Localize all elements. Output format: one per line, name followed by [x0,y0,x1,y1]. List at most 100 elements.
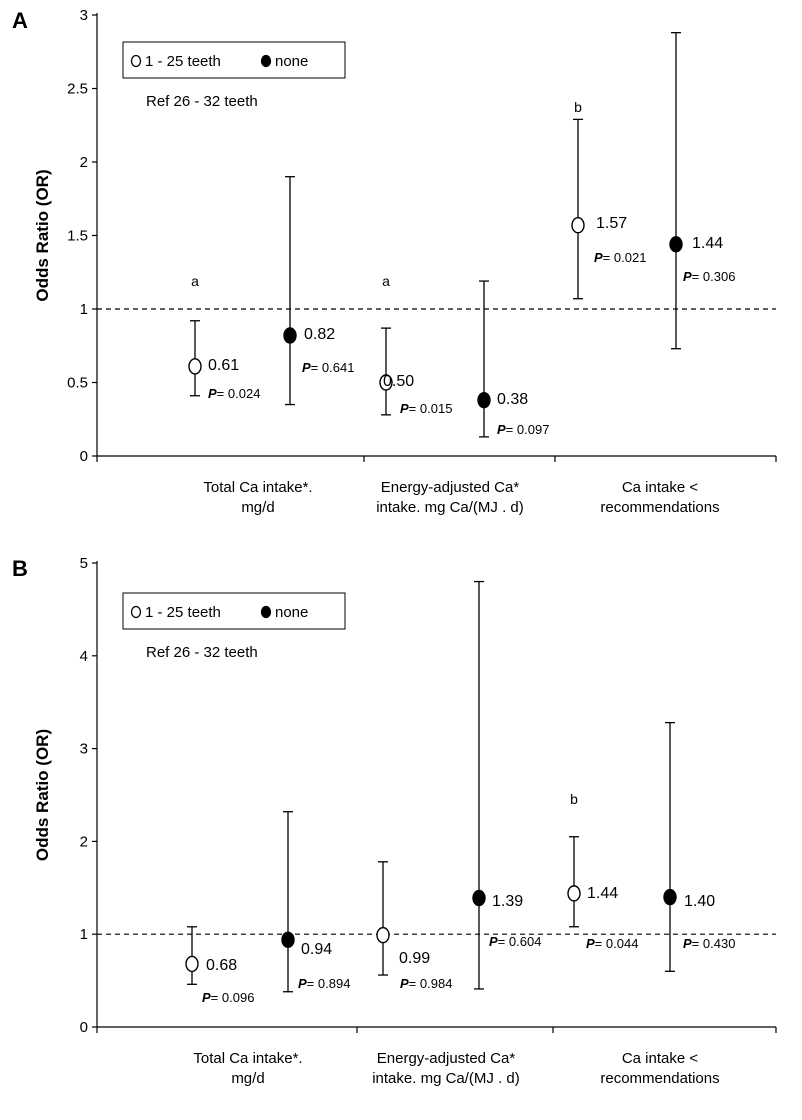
legend-box [122,592,346,630]
p-value-label: P= 0.306 [683,269,735,284]
p-value-label: P= 0.021 [594,250,646,265]
p-value: 0.044 [606,936,639,951]
legend-item-label: 1 - 25 teeth [145,604,221,621]
legend-open-marker [130,54,142,68]
y-tick-label: 2 [80,833,88,850]
y-axis-label: Odds Ratio (OR) [33,169,52,301]
or-value-label: 0.82 [304,326,335,343]
or-value-label: 1.40 [684,893,715,910]
point-marker-filled [663,888,677,906]
significance-letter: b [570,791,578,807]
p-value: 0.096 [222,990,255,1005]
p-value: 0.097 [517,422,550,437]
or-value-label: 0.61 [208,357,239,374]
p-value-label: P= 0.430 [683,936,735,951]
category-label: Total Ca intake*. [193,1050,302,1067]
legend-item-label: none [275,53,308,70]
y-tick-label: 5 [80,555,88,572]
y-tick-label: 1 [80,926,88,943]
p-symbol: P [683,269,692,284]
legend-item-label: none [275,604,308,621]
p-value: 0.015 [420,401,453,416]
p-equals: = [211,990,222,1005]
legend-box [122,41,346,79]
or-value-label: 1.44 [587,885,618,902]
legend-reference-note: Ref 26 - 32 teeth [146,93,258,110]
significance-letter: a [382,273,390,289]
or-value-label: 0.50 [383,373,414,390]
p-value-label: P= 0.894 [298,976,350,991]
p-symbol: P [400,401,409,416]
point-marker-open [376,926,390,944]
y-tick-label: 4 [80,648,88,665]
point-marker-filled [283,327,297,344]
p-symbol: P [594,250,603,265]
chart-panel-b: B 0 1 2 3 4 5 Odds Ratio (OR) Total Ca intake*. m… [12,555,777,1087]
or-value-label: 0.99 [399,950,430,967]
p-value-label: P= 0.604 [489,934,541,949]
p-equals: = [595,936,606,951]
panel-letter: A [12,8,28,33]
category-label: Total Ca intake*. [203,479,312,496]
p-value: 0.984 [420,976,453,991]
p-symbol: P [683,936,692,951]
or-value-label: 0.38 [497,391,528,408]
p-value: 0.024 [228,386,261,401]
category-label: mg/d [231,1070,264,1087]
category-label: recommendations [600,499,719,516]
category-label: Energy-adjusted Ca* [381,479,520,496]
panel-letter: B [12,556,28,581]
point-marker-filled [669,236,683,253]
p-value-label: P= 0.641 [302,360,354,375]
p-symbol: P [400,976,409,991]
legend-filled-marker [260,605,272,619]
category-label: mg/d [241,499,274,516]
p-value-label: P= 0.096 [202,990,254,1005]
legend-item-label: 1 - 25 teeth [145,53,221,70]
y-tick-label: 0 [80,1019,88,1036]
p-symbol: P [208,386,217,401]
category-label: intake. mg Ca/(MJ . d) [376,499,524,516]
point-marker-open [379,374,393,391]
p-value-label: P= 0.097 [497,422,549,437]
p-value-label: P= 0.044 [586,936,638,951]
point-marker-open [567,885,581,902]
y-tick-label: 3 [80,741,88,758]
y-tick-label: 1.5 [67,228,88,245]
p-equals: = [409,976,420,991]
p-value-label: P= 0.984 [400,976,452,991]
p-equals: = [506,422,517,437]
p-equals: = [307,976,318,991]
chart-panel-a: A 0 0.5 1 1.5 2 2.5 3 Odds Ratio (OR) Total Ca in… [12,7,777,516]
y-tick-label: 0.5 [67,375,88,392]
category-label: recommendations [600,1070,719,1087]
p-value: 0.641 [322,360,355,375]
category-label: Ca intake < [622,479,699,496]
p-value: 0.430 [703,936,736,951]
p-value-label: P= 0.015 [400,401,452,416]
or-value-label: 0.94 [301,941,332,958]
point-marker-filled [472,889,486,907]
y-tick-label: 2.5 [67,81,88,98]
y-tick-label: 3 [80,7,88,24]
point-marker-open [185,955,199,973]
p-symbol: P [302,360,311,375]
p-symbol: P [497,422,506,437]
significance-letter: b [574,99,582,115]
or-value-label: 0.68 [206,957,237,974]
p-value: 0.894 [318,976,351,991]
p-equals: = [498,934,509,949]
p-value: 0.021 [614,250,647,265]
p-symbol: P [489,934,498,949]
legend-filled-marker [260,54,272,68]
p-symbol: P [202,990,211,1005]
category-label: intake. mg Ca/(MJ . d) [372,1070,520,1087]
y-tick-label: 1 [80,301,88,318]
p-equals: = [692,936,703,951]
p-value: 0.604 [509,934,542,949]
p-equals: = [217,386,228,401]
point-marker-open [571,217,585,234]
or-value-label: 1.44 [692,235,723,252]
y-axis-label: Odds Ratio (OR) [33,729,52,861]
